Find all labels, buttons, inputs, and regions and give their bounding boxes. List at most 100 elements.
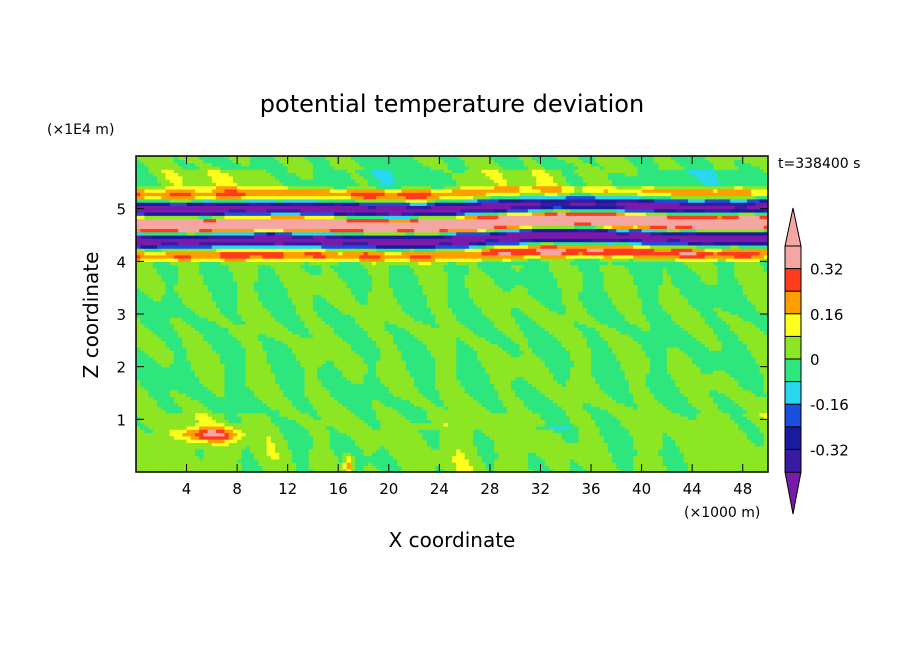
field-cell bbox=[279, 432, 285, 437]
field-cell bbox=[591, 416, 596, 420]
field-cell bbox=[633, 396, 638, 401]
field-cell bbox=[165, 399, 171, 404]
field-cell bbox=[523, 435, 529, 440]
field-cell bbox=[439, 429, 445, 434]
field-cell bbox=[249, 435, 255, 440]
field-cell bbox=[599, 452, 605, 457]
field-cell bbox=[527, 445, 533, 450]
field-cell bbox=[506, 452, 512, 457]
field-cell bbox=[409, 439, 415, 443]
field-cell bbox=[245, 429, 251, 434]
field-cell bbox=[485, 409, 491, 414]
field-cell bbox=[216, 468, 221, 472]
field-cell bbox=[380, 448, 386, 453]
field-cell bbox=[367, 402, 373, 407]
field-cell bbox=[220, 416, 226, 420]
field-cell bbox=[553, 412, 558, 417]
field-cell bbox=[683, 462, 689, 467]
field-cell bbox=[557, 425, 563, 430]
field-cell bbox=[350, 442, 356, 447]
field-cell bbox=[207, 412, 213, 417]
field-cell bbox=[211, 425, 217, 430]
field-cell bbox=[329, 422, 335, 427]
field-cell bbox=[616, 448, 622, 453]
field-cell bbox=[165, 416, 171, 420]
field-cell bbox=[291, 429, 297, 434]
field-cell bbox=[759, 416, 765, 420]
field-cell bbox=[544, 399, 550, 404]
field-cell bbox=[742, 402, 748, 407]
field-cell bbox=[595, 412, 601, 417]
field-cell bbox=[296, 416, 301, 420]
field-cell bbox=[591, 396, 596, 401]
field-cell bbox=[460, 465, 466, 470]
field-cell bbox=[355, 406, 360, 411]
field-cell bbox=[409, 416, 415, 420]
field-cell bbox=[321, 462, 327, 467]
field-cell bbox=[300, 399, 306, 404]
field-cell bbox=[704, 435, 710, 440]
field-cell bbox=[430, 445, 436, 450]
field-cell bbox=[738, 425, 744, 430]
field-cell bbox=[409, 402, 415, 407]
field-cell bbox=[140, 422, 146, 427]
field-cell bbox=[317, 402, 322, 407]
field-cell bbox=[692, 435, 697, 440]
field-cell bbox=[435, 419, 440, 424]
field-cell bbox=[275, 448, 280, 453]
field-cell bbox=[422, 458, 428, 463]
field-cell bbox=[363, 416, 369, 420]
field-cell bbox=[599, 462, 605, 467]
field-cell bbox=[692, 402, 697, 407]
field-cell bbox=[612, 465, 617, 470]
field-cell bbox=[140, 458, 146, 463]
field-cell bbox=[169, 462, 175, 467]
field-cell bbox=[216, 439, 221, 443]
field-cell bbox=[536, 399, 542, 404]
field-cell bbox=[569, 422, 575, 427]
field-cell bbox=[637, 455, 643, 460]
field-cell bbox=[262, 412, 268, 417]
field-cell bbox=[355, 419, 360, 424]
field-cell bbox=[628, 429, 634, 434]
field-cell bbox=[148, 455, 154, 460]
field-cell bbox=[435, 442, 440, 447]
field-cell bbox=[569, 429, 575, 434]
field-cell bbox=[136, 455, 141, 460]
field-cell bbox=[157, 468, 162, 472]
field-cell bbox=[148, 445, 154, 450]
field-cell bbox=[616, 396, 622, 401]
field-cell bbox=[620, 412, 626, 417]
field-cell bbox=[312, 455, 318, 460]
field-cell bbox=[422, 445, 428, 450]
field-cell bbox=[612, 402, 617, 407]
field-cell bbox=[468, 402, 474, 407]
field-cell bbox=[371, 419, 377, 424]
field-cell bbox=[439, 442, 445, 447]
field-cell bbox=[662, 458, 668, 463]
field-cell bbox=[384, 442, 390, 447]
field-cell bbox=[687, 442, 693, 447]
field-cell bbox=[186, 429, 192, 434]
field-cell bbox=[393, 416, 398, 420]
field-cell bbox=[700, 465, 706, 470]
field-cell bbox=[532, 412, 537, 417]
field-cell bbox=[654, 448, 660, 453]
field-cell bbox=[527, 432, 533, 437]
field-cell bbox=[527, 462, 533, 467]
field-cell bbox=[730, 416, 735, 420]
field-cell bbox=[456, 425, 462, 430]
field-cell bbox=[755, 448, 761, 453]
field-cell bbox=[595, 416, 601, 420]
field-cell bbox=[502, 455, 508, 460]
field-cell bbox=[645, 468, 651, 472]
field-cell bbox=[616, 429, 622, 434]
field-cell bbox=[157, 448, 162, 453]
field-cell bbox=[641, 462, 647, 467]
field-cell bbox=[654, 445, 660, 450]
field-cell bbox=[477, 462, 483, 467]
field-cell bbox=[296, 399, 301, 404]
field-cell bbox=[430, 465, 436, 470]
field-cell bbox=[666, 422, 672, 427]
field-cell bbox=[388, 399, 394, 404]
